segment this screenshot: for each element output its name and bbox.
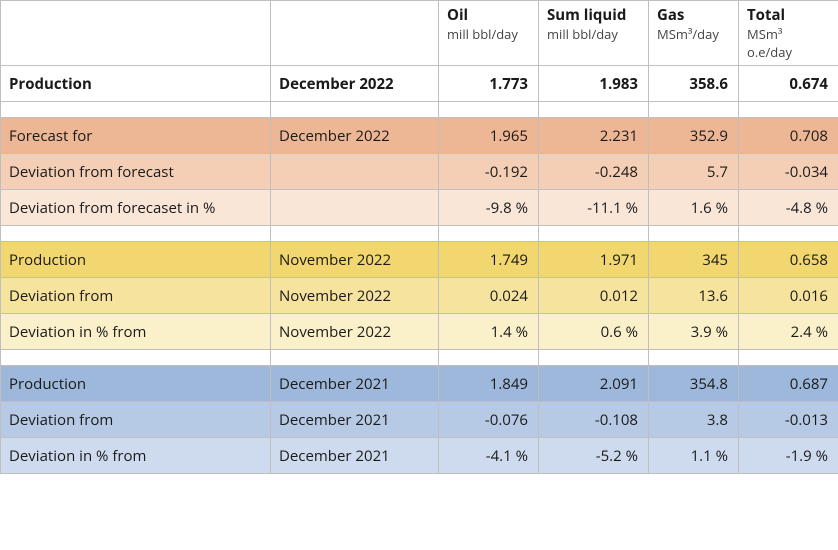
row-period: December 2022 xyxy=(271,118,439,154)
row-value: -0.034 xyxy=(739,154,838,190)
row-value: 0.687 xyxy=(739,366,838,402)
table-row: Deviation from forecaset in % -9.8 %-11.1… xyxy=(1,190,838,226)
row-value: 13.6 xyxy=(649,278,739,314)
row-value: 5.7 xyxy=(649,154,739,190)
row-value: -9.8 % xyxy=(439,190,539,226)
row-value: 1.849 xyxy=(439,366,539,402)
row-value: 0.674 xyxy=(739,66,838,102)
row-value: 345 xyxy=(649,242,739,278)
row-value: -0.108 xyxy=(539,402,649,438)
col-header: Oilmill bbl/day xyxy=(439,1,539,66)
row-value: 0.658 xyxy=(739,242,838,278)
row-value: 0.016 xyxy=(739,278,838,314)
col-header: TotalMSm³ o.e/day xyxy=(739,1,838,66)
row-period xyxy=(271,190,439,226)
row-period: December 2021 xyxy=(271,438,439,474)
row-value: 2.4 % xyxy=(739,314,838,350)
col-header-unit: mill bbl/day xyxy=(447,25,528,43)
row-value: 1.773 xyxy=(439,66,539,102)
row-value: 2.231 xyxy=(539,118,649,154)
row-label: Production xyxy=(1,66,271,102)
table-row: Deviation fromNovember 20220.0240.01213.… xyxy=(1,278,838,314)
row-value: -1.9 % xyxy=(739,438,838,474)
row-value: 0.6 % xyxy=(539,314,649,350)
row-label: Deviation from xyxy=(1,278,271,314)
table-row: ProductionDecember 20221.7731.983358.60.… xyxy=(1,66,838,102)
row-value: -4.8 % xyxy=(739,190,838,226)
row-label: Deviation from xyxy=(1,402,271,438)
col-header-label: Gas xyxy=(657,5,684,25)
row-period: December 2021 xyxy=(271,402,439,438)
col-header: GasMSm³/day xyxy=(649,1,739,66)
table-body: ProductionDecember 20221.7731.983358.60.… xyxy=(1,66,838,474)
row-label: Forecast for xyxy=(1,118,271,154)
row-period: November 2022 xyxy=(271,242,439,278)
row-value: 0.708 xyxy=(739,118,838,154)
row-label: Deviation from forecast xyxy=(1,154,271,190)
row-label: Production xyxy=(1,366,271,402)
row-value: 1.983 xyxy=(539,66,649,102)
row-value: -0.192 xyxy=(439,154,539,190)
table-row: ProductionNovember 20221.7491.9713450.65… xyxy=(1,242,838,278)
col-header-blank xyxy=(271,1,439,66)
col-header-label: Sum liquid xyxy=(547,5,626,25)
row-period: November 2022 xyxy=(271,314,439,350)
row-value: 354.8 xyxy=(649,366,739,402)
row-value: 1.4 % xyxy=(439,314,539,350)
table-row: Forecast forDecember 20221.9652.231352.9… xyxy=(1,118,838,154)
row-period: December 2021 xyxy=(271,366,439,402)
row-value: 352.9 xyxy=(649,118,739,154)
col-header-label: Oil xyxy=(447,5,468,25)
row-label: Deviation in % from xyxy=(1,438,271,474)
row-label: Deviation in % from xyxy=(1,314,271,350)
col-header-unit: MSm³/day xyxy=(657,25,728,43)
table-row: Deviation fromDecember 2021-0.076-0.1083… xyxy=(1,402,838,438)
row-value: 358.6 xyxy=(649,66,739,102)
row-value: 1.965 xyxy=(439,118,539,154)
row-label: Production xyxy=(1,242,271,278)
section-spacer xyxy=(1,102,838,118)
row-value: -11.1 % xyxy=(539,190,649,226)
row-value: 3.8 xyxy=(649,402,739,438)
row-period: December 2022 xyxy=(271,66,439,102)
row-label: Deviation from forecaset in % xyxy=(1,190,271,226)
row-value: 3.9 % xyxy=(649,314,739,350)
production-table: Oilmill bbl/daySum liquidmill bbl/dayGas… xyxy=(0,0,838,474)
row-value: 1.749 xyxy=(439,242,539,278)
row-period xyxy=(271,154,439,190)
col-header: Sum liquidmill bbl/day xyxy=(539,1,649,66)
col-header-unit: mill bbl/day xyxy=(547,25,638,43)
row-value: 2.091 xyxy=(539,366,649,402)
row-value: 1.6 % xyxy=(649,190,739,226)
section-spacer xyxy=(1,226,838,242)
row-period: November 2022 xyxy=(271,278,439,314)
table-row: Deviation from forecast -0.192-0.2485.7-0… xyxy=(1,154,838,190)
section-spacer xyxy=(1,350,838,366)
row-value: -0.076 xyxy=(439,402,539,438)
row-value: 1.971 xyxy=(539,242,649,278)
row-value: 0.012 xyxy=(539,278,649,314)
col-header-blank xyxy=(1,1,271,66)
table-head: Oilmill bbl/daySum liquidmill bbl/dayGas… xyxy=(1,1,838,66)
table-row: ProductionDecember 20211.8492.091354.80.… xyxy=(1,366,838,402)
row-value: -0.013 xyxy=(739,402,838,438)
row-value: -4.1 % xyxy=(439,438,539,474)
row-value: 1.1 % xyxy=(649,438,739,474)
row-value: -5.2 % xyxy=(539,438,649,474)
row-value: -0.248 xyxy=(539,154,649,190)
col-header-unit: MSm³ o.e/day xyxy=(747,25,828,61)
col-header-label: Total xyxy=(747,5,785,25)
table-row: Deviation in % fromDecember 2021-4.1 %-5… xyxy=(1,438,838,474)
row-value: 0.024 xyxy=(439,278,539,314)
table-row: Deviation in % fromNovember 20221.4 %0.6… xyxy=(1,314,838,350)
